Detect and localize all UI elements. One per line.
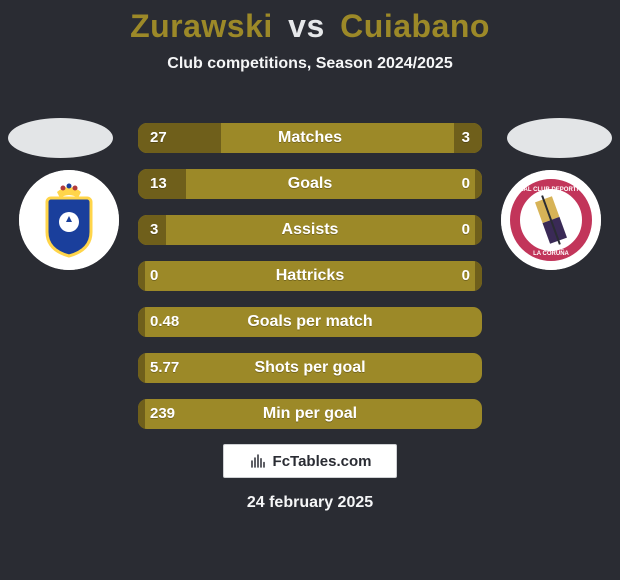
- stat-row: 00Hattricks: [138, 261, 482, 291]
- stat-row: 273Matches: [138, 123, 482, 153]
- stat-label: Hattricks: [138, 261, 482, 291]
- player2-photo-placeholder: [507, 118, 612, 158]
- stat-label: Goals: [138, 169, 482, 199]
- stats-bars: 273Matches 130Goals 30Assists 00Hattricks 0.…: [138, 123, 482, 445]
- svg-text:LA CORUÑA: LA CORUÑA: [533, 250, 569, 257]
- stat-row: 30Assists: [138, 215, 482, 245]
- stat-label: Min per goal: [138, 399, 482, 429]
- oviedo-crest-icon: [19, 170, 119, 270]
- stat-label: Goals per match: [138, 307, 482, 337]
- stat-label: Shots per goal: [138, 353, 482, 383]
- stat-row: 0.48Goals per match: [138, 307, 482, 337]
- stat-row: 239Min per goal: [138, 399, 482, 429]
- footer-date: 24 february 2025: [0, 494, 620, 512]
- club-crest-left: [19, 170, 119, 270]
- vs-separator: vs: [288, 8, 325, 44]
- stat-label: Matches: [138, 123, 482, 153]
- stat-label: Assists: [138, 215, 482, 245]
- player1-name: Zurawski: [130, 8, 273, 44]
- title: Zurawski vs Cuiabano: [0, 8, 620, 45]
- fctables-text: FcTables.com: [273, 453, 372, 470]
- stat-row: 5.77Shots per goal: [138, 353, 482, 383]
- deportivo-crest-icon: REAL CLUB DEPORTIVO LA CORUÑA: [501, 170, 601, 270]
- subtitle: Club competitions, Season 2024/2025: [0, 55, 620, 73]
- club-crest-right: REAL CLUB DEPORTIVO LA CORUÑA: [501, 170, 601, 270]
- player1-photo-placeholder: [8, 118, 113, 158]
- player2-name: Cuiabano: [340, 8, 490, 44]
- header: Zurawski vs Cuiabano Club competitions, …: [0, 0, 620, 73]
- svg-text:REAL CLUB DEPORTIVO: REAL CLUB DEPORTIVO: [515, 187, 587, 193]
- stat-row: 130Goals: [138, 169, 482, 199]
- chart-burst-icon: [249, 452, 267, 470]
- fctables-logo: FcTables.com: [223, 444, 397, 478]
